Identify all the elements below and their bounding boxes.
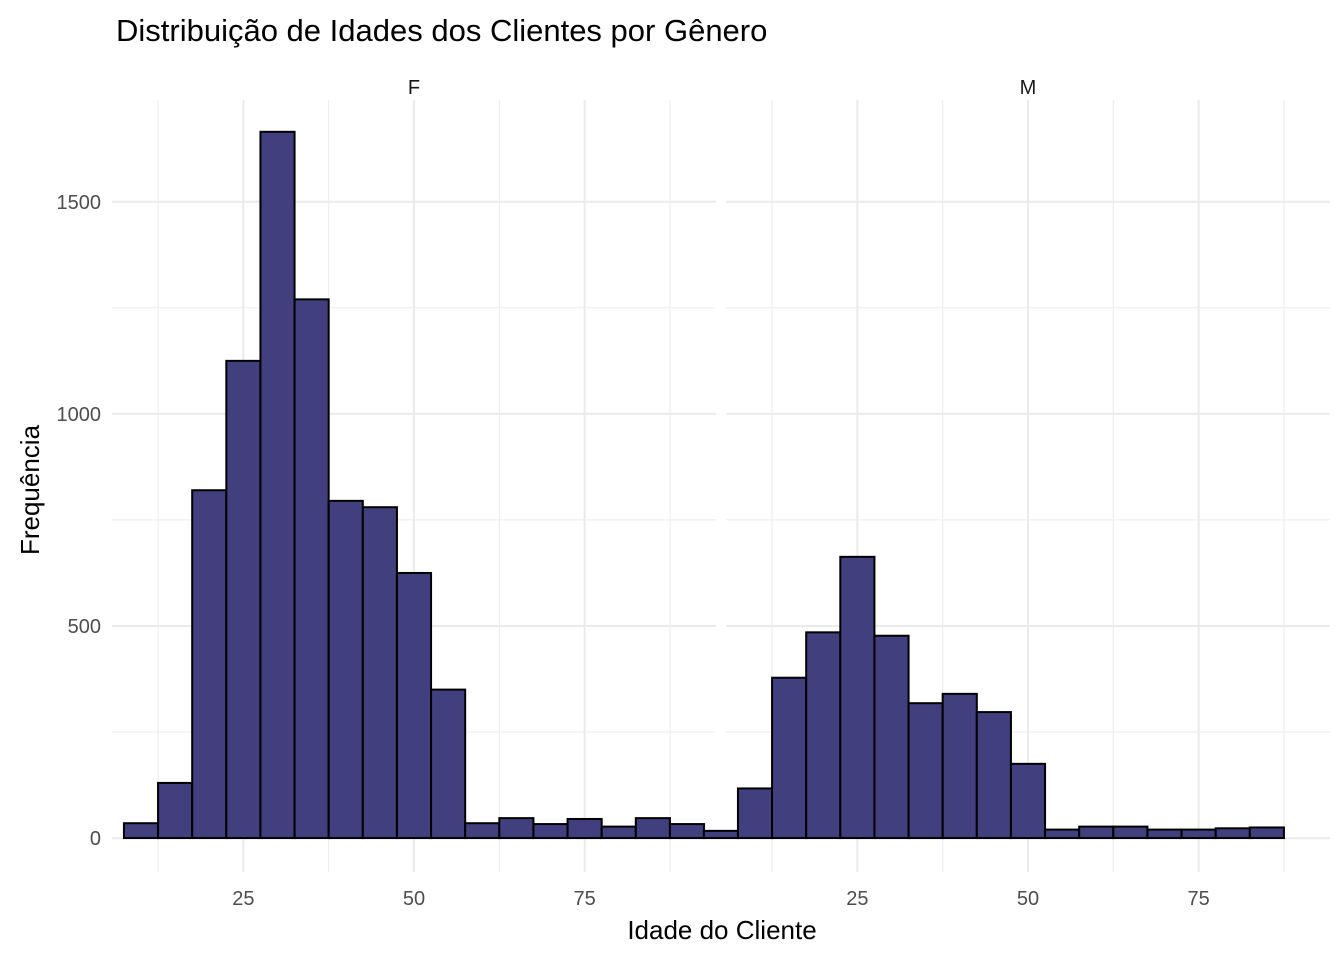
histogram-bar	[532, 823, 569, 840]
histogram-bar	[873, 634, 910, 840]
x-tick-label: 50	[1017, 888, 1039, 910]
x-tick-label: 25	[846, 888, 868, 910]
histogram-bar	[1009, 762, 1047, 840]
x-tick-label: 75	[1187, 888, 1209, 910]
y-tick-label: 0	[90, 828, 101, 850]
histogram-bar	[464, 822, 501, 840]
facet-strip-label: M	[1020, 77, 1037, 99]
histogram-bar	[122, 822, 160, 840]
facet-strip-label: F	[408, 77, 420, 99]
histogram-bar	[771, 676, 808, 840]
histogram-bar	[668, 823, 706, 840]
histogram-bar	[736, 787, 774, 840]
histogram-bar	[1146, 828, 1183, 840]
histogram-bar	[259, 130, 296, 840]
chart-title: Distribuição de Idades dos Clientes por …	[116, 13, 767, 48]
histogram-bar	[805, 631, 842, 840]
histogram-bar	[395, 571, 433, 840]
histogram-bar	[361, 506, 398, 840]
y-axis-title: Frequência	[15, 424, 45, 555]
x-tick-label: 25	[232, 888, 254, 910]
histogram-bar	[907, 702, 944, 840]
x-tick-label: 75	[573, 888, 595, 910]
histogram-bar	[1180, 828, 1217, 840]
histogram-bar	[191, 489, 228, 840]
histogram-bar	[566, 817, 603, 840]
y-tick-label: 500	[68, 616, 101, 638]
histogram-bar	[498, 817, 535, 840]
histogram-bar	[600, 825, 637, 840]
histogram-bar	[975, 711, 1012, 840]
histogram-bar	[327, 499, 364, 840]
y-tick-label: 1500	[57, 192, 102, 214]
histogram-bar	[293, 298, 330, 840]
x-tick-label: 50	[403, 888, 425, 910]
y-tick-label: 1000	[57, 404, 102, 426]
histogram-bar	[941, 692, 978, 840]
histogram-bar	[1112, 825, 1149, 840]
histogram-bar	[157, 781, 194, 840]
histogram-bar	[702, 829, 739, 840]
x-axis-title: Idade do Cliente	[627, 915, 816, 945]
histogram-bar	[1214, 827, 1251, 840]
facet-panel-f: F 25 50 75 0 500 1000 1500	[57, 77, 716, 910]
histogram-bar	[839, 555, 876, 840]
histogram-bar	[225, 359, 262, 840]
histogram-bar	[634, 817, 671, 840]
histogram-bar	[1248, 826, 1285, 840]
facet-panel-m: M 25 50 75	[702, 77, 1330, 910]
histogram-bar	[1044, 828, 1081, 840]
histogram-bar	[430, 688, 467, 840]
histogram-bar	[1078, 825, 1115, 840]
